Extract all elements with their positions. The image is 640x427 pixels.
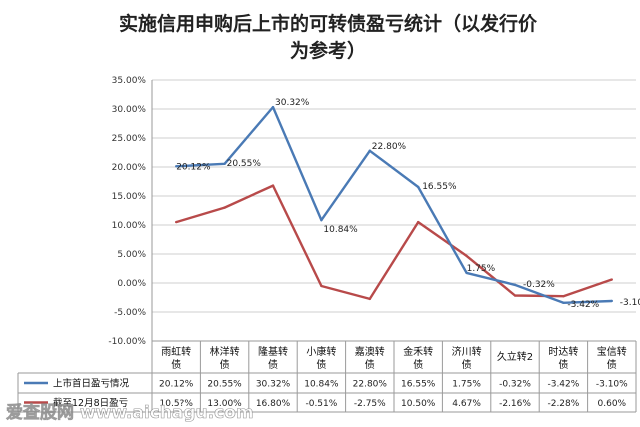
category-label-line2: 债	[171, 358, 181, 371]
category-label-line2: 债	[462, 358, 472, 371]
table-cell: 22.80%	[353, 380, 388, 390]
category-label-line1: 嘉澳转	[355, 345, 385, 358]
table-cell: 10.50%	[401, 399, 436, 409]
watermark: 爱查股网 www.aichagu.com	[6, 402, 254, 423]
table-cell: 13.00%	[207, 399, 242, 409]
data-label: 10.84%	[323, 225, 358, 235]
table-cell: 1.75%	[452, 380, 481, 390]
chart-title-line1: 实施信用申购后上市的可转债盈亏统计（以发行价	[119, 12, 538, 35]
category-label-line2: 债	[316, 358, 326, 371]
table-cell: 10.84%	[304, 380, 339, 390]
y-tick-label: 0.00%	[117, 279, 146, 289]
data-point	[610, 278, 613, 281]
category-label-line2: 债	[413, 358, 423, 371]
table-cell: -3.42%	[547, 380, 579, 390]
data-point	[465, 254, 468, 258]
data-point	[465, 271, 468, 275]
y-tick-label: 5.00%	[117, 250, 146, 260]
data-point	[513, 283, 517, 287]
y-tick-label: -10.00%	[108, 337, 146, 347]
data-labels: 20.12% 20.55% 30.32% 10.84% 22.80% 16.55% 1.75…	[176, 98, 640, 310]
table-cell: 30.32%	[256, 380, 291, 390]
data-point	[223, 162, 226, 166]
data-point	[175, 165, 178, 168]
table-cell: -3.10%	[596, 380, 628, 390]
data-label: 16.55%	[422, 182, 457, 192]
table-cell: 0.60%	[598, 399, 627, 409]
table-cell: 10.5?%	[160, 399, 194, 409]
table-cell: -2.75%	[354, 399, 386, 409]
data-point	[417, 185, 420, 189]
category-label-line2: 债	[365, 358, 375, 371]
data-label: 22.80%	[372, 142, 407, 152]
y-axis: 35.00% 30.00% 25.00% 20.00% 15.00% 10.00% 5.00…	[108, 76, 153, 347]
category-label-line1: 林洋转	[210, 345, 240, 358]
data-point	[223, 206, 226, 209]
table-cell: -2.16%	[499, 399, 531, 409]
category-label-line1: 济川转	[452, 345, 482, 358]
table-cell: -2.28%	[547, 399, 579, 409]
data-point	[271, 105, 275, 109]
y-tick-label: 35.00%	[112, 76, 147, 86]
data-point	[320, 284, 323, 288]
category-label-line1: 隆基转	[258, 345, 288, 358]
category-label-line2: 债	[220, 358, 230, 371]
data-point	[417, 220, 420, 224]
data-point	[562, 295, 565, 298]
data-label: -3.10%	[620, 298, 640, 308]
y-tick-label: -5.00%	[114, 308, 146, 318]
data-label: -3.42%	[567, 300, 599, 310]
data-point	[562, 301, 565, 305]
data-point	[513, 294, 517, 297]
category-label-line1: 宝信转	[597, 345, 627, 358]
category-label-line2: 债	[268, 358, 278, 371]
data-point	[610, 299, 613, 303]
series-line-1	[176, 105, 612, 304]
data-point	[271, 184, 275, 187]
y-tick-label: 10.00%	[112, 221, 147, 231]
y-tick-label: 20.00%	[112, 163, 147, 173]
y-tick-label: 15.00%	[112, 192, 147, 202]
data-label: 20.12%	[176, 162, 211, 172]
legend-label: 上市首日盈亏情况	[53, 378, 130, 390]
data-point	[368, 297, 371, 301]
y-tick-label: 25.00%	[112, 134, 147, 144]
series-line-2	[175, 184, 613, 301]
table-cell: 16.80%	[256, 399, 291, 409]
data-label: 30.32%	[275, 98, 310, 108]
data-point	[368, 149, 371, 152]
table-cell: -0.51%	[305, 399, 337, 409]
category-label-line1: 小康转	[306, 345, 336, 358]
data-point	[320, 218, 323, 222]
table-cell: 20.55%	[207, 380, 242, 390]
table-cell: 16.55%	[401, 380, 436, 390]
category-label-line1: 雨虹转	[161, 345, 191, 358]
chart-title-line2: 为参考）	[290, 39, 366, 62]
table-cell: 20.12%	[159, 380, 194, 390]
category-label-line2: 债	[607, 358, 617, 371]
category-label-line1: 时达转	[548, 345, 578, 358]
y-tick-label: 30.00%	[112, 105, 147, 115]
category-label: 久立转2	[497, 350, 533, 363]
data-label: 1.75%	[467, 264, 496, 274]
data-point	[175, 220, 178, 224]
table-cell: 4.67%	[452, 399, 481, 409]
data-label: 20.55%	[227, 159, 262, 169]
legend-label: 截至12月8日盈亏	[53, 397, 128, 409]
category-label-line2: 债	[558, 358, 568, 371]
table-cell: -0.32%	[499, 380, 531, 390]
category-label-line1: 金禾转	[403, 345, 433, 358]
series-lines	[175, 105, 613, 305]
data-label: -0.32%	[523, 280, 555, 290]
